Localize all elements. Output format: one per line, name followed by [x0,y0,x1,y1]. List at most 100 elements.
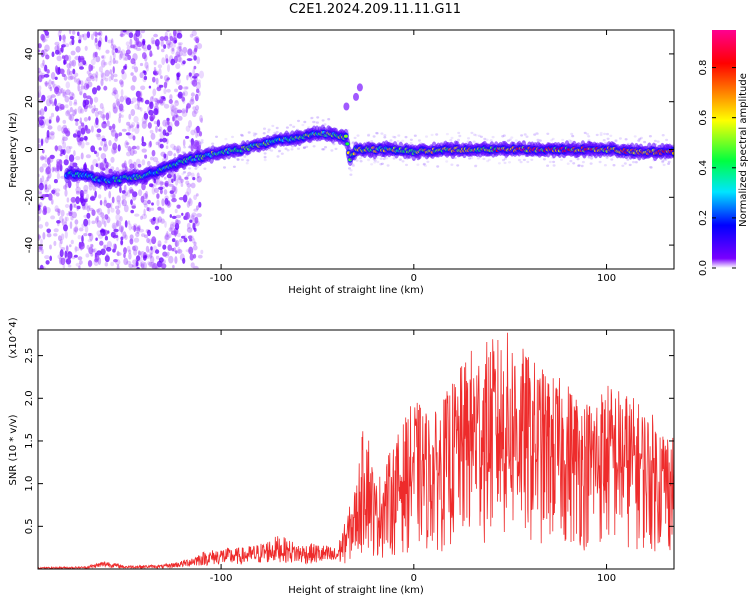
noise-cell [111,91,117,96]
noise-cell [141,120,147,129]
noise-cell [182,90,188,97]
noise-cell [123,257,129,266]
noise-cell [100,71,104,78]
noise-cell [178,85,183,91]
noise-cell [47,125,53,130]
noise-cell [38,143,42,149]
noise-cell [167,42,170,50]
noise-cell [186,187,192,195]
noise-cell [46,157,51,165]
noise-cell [78,60,84,68]
noise-cell [105,49,110,54]
noise-cell [48,85,52,89]
noise-cell [186,222,191,230]
halo-cell [467,137,470,140]
halo-cell [367,134,370,137]
noise-cell [78,39,82,44]
noise-cell [81,190,85,198]
noise-cell [155,177,161,186]
noise-cell [196,43,203,50]
noise-cell [89,75,93,79]
noise-cell [88,104,93,109]
noise-cell [48,156,54,163]
noise-cell [91,244,94,248]
halo-cell [297,147,300,150]
noise-cell [61,73,66,78]
noise-cell [79,196,84,204]
noise-cell [155,39,160,47]
noise-cell [143,208,146,216]
noise-cell [149,140,152,148]
noise-cell [163,153,167,159]
noise-cell [128,32,134,39]
noise-cell [191,238,196,244]
noise-cell [88,246,94,255]
noise-cell [38,110,42,116]
noise-cell [110,156,115,163]
noise-cell [38,182,44,191]
halo-cell [172,147,176,151]
noise-cell [90,253,94,257]
noise-cell [131,264,138,268]
noise-cell [160,218,165,224]
halo-cell [389,139,393,142]
noise-cell [62,40,66,44]
halo-cell [416,163,420,166]
halo-cell [315,121,319,124]
halo-cell [542,158,546,161]
noise-cell [94,111,99,118]
noise-cell [62,141,67,149]
noise-cell [154,187,159,194]
noise-cell [103,244,106,250]
noise-cell [179,238,183,243]
noise-cell [129,30,133,34]
noise-cell [68,100,73,107]
noise-cell [95,75,98,82]
noise-cell [183,237,188,243]
noise-cell [52,166,56,171]
halo-cell [425,135,428,138]
halo-cell [232,165,236,168]
noise-cell [110,231,116,238]
noise-cell [110,73,114,81]
halo-cell [497,162,501,165]
colorbar-tick-label: 0.8 [698,60,709,76]
noise-cell [64,43,70,48]
noise-cell [61,130,68,135]
noise-cell [65,154,69,160]
noise-cell [54,45,60,52]
noise-cell [68,30,72,35]
noise-cell [168,227,173,232]
noise-cell [49,133,55,140]
noise-cell [142,70,146,74]
noise-cell [185,211,190,220]
noise-cell [191,79,198,87]
noise-cell [109,55,113,63]
noise-cell [142,262,147,269]
noise-cell [109,202,113,209]
halo-cell [614,140,618,143]
noise-cell [84,45,88,51]
noise-cell [95,71,99,79]
noise-cell [38,235,42,239]
noise-cell [55,49,60,55]
noise-cell [170,109,174,117]
noise-cell [132,150,138,155]
halo-cell [450,136,454,140]
noise-cell [149,255,155,264]
halo-cell [246,159,250,162]
noise-cell [94,40,100,47]
noise-cell [116,200,121,205]
noise-cell [39,166,44,173]
noise-cell [166,77,170,81]
noise-cell [62,119,67,124]
halo-cell [548,160,552,164]
noise-cell [108,111,111,119]
noise-cell [144,234,149,239]
halo-cell [649,166,653,169]
noise-cell [193,265,199,269]
x-tick-label: 100 [597,573,616,584]
noise-cell [171,185,176,193]
halo-cell [590,157,593,160]
noise-cell [118,116,121,124]
